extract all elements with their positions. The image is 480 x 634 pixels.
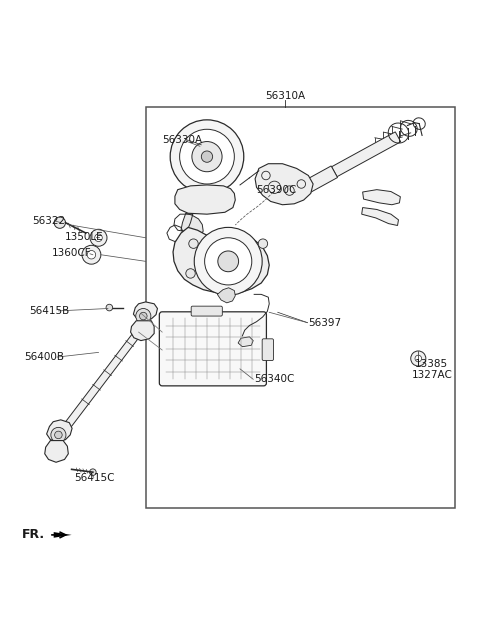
- Circle shape: [87, 250, 96, 259]
- Polygon shape: [175, 185, 235, 214]
- Text: 1350LE: 1350LE: [64, 232, 103, 242]
- Circle shape: [90, 469, 96, 476]
- Circle shape: [82, 245, 101, 264]
- Text: FR.: FR.: [22, 528, 45, 541]
- Text: 56330A: 56330A: [162, 135, 202, 145]
- Circle shape: [258, 239, 268, 249]
- Circle shape: [415, 355, 421, 362]
- Text: 56397: 56397: [308, 318, 341, 328]
- Text: 56400B: 56400B: [24, 352, 64, 362]
- Text: 1360CF: 1360CF: [51, 249, 91, 258]
- Polygon shape: [181, 213, 203, 238]
- Polygon shape: [133, 302, 157, 321]
- Circle shape: [192, 141, 222, 172]
- Polygon shape: [217, 288, 235, 303]
- Polygon shape: [47, 420, 72, 441]
- Text: 56415C: 56415C: [74, 474, 114, 483]
- Text: 13385: 13385: [415, 359, 448, 369]
- Circle shape: [54, 217, 65, 228]
- Text: 56340C: 56340C: [254, 374, 295, 384]
- Circle shape: [55, 431, 62, 439]
- Text: 56322: 56322: [33, 216, 66, 226]
- Polygon shape: [332, 132, 401, 177]
- Polygon shape: [54, 532, 72, 538]
- Polygon shape: [362, 190, 400, 205]
- Circle shape: [186, 269, 195, 278]
- Circle shape: [90, 230, 107, 246]
- Polygon shape: [362, 207, 398, 226]
- Circle shape: [224, 292, 233, 301]
- Text: 56415B: 56415B: [30, 306, 70, 316]
- Circle shape: [411, 351, 426, 366]
- Polygon shape: [238, 337, 253, 347]
- Circle shape: [180, 129, 234, 184]
- Circle shape: [106, 304, 113, 311]
- Polygon shape: [131, 321, 154, 340]
- Circle shape: [51, 427, 66, 443]
- FancyBboxPatch shape: [159, 312, 266, 386]
- FancyBboxPatch shape: [191, 306, 222, 316]
- Circle shape: [204, 238, 252, 285]
- Circle shape: [194, 228, 262, 295]
- Circle shape: [140, 313, 147, 320]
- Text: 1327AC: 1327AC: [412, 370, 453, 380]
- Circle shape: [136, 309, 151, 323]
- Circle shape: [201, 151, 213, 162]
- Circle shape: [189, 239, 198, 249]
- Text: 56310A: 56310A: [265, 91, 305, 101]
- Polygon shape: [45, 441, 68, 462]
- Circle shape: [170, 120, 244, 193]
- Polygon shape: [255, 164, 313, 205]
- Polygon shape: [173, 228, 269, 294]
- Polygon shape: [303, 166, 337, 193]
- Circle shape: [218, 251, 239, 272]
- Polygon shape: [53, 317, 151, 443]
- FancyBboxPatch shape: [262, 339, 274, 361]
- Circle shape: [95, 234, 102, 242]
- Bar: [145, 107, 455, 508]
- Text: 56390C: 56390C: [256, 184, 297, 195]
